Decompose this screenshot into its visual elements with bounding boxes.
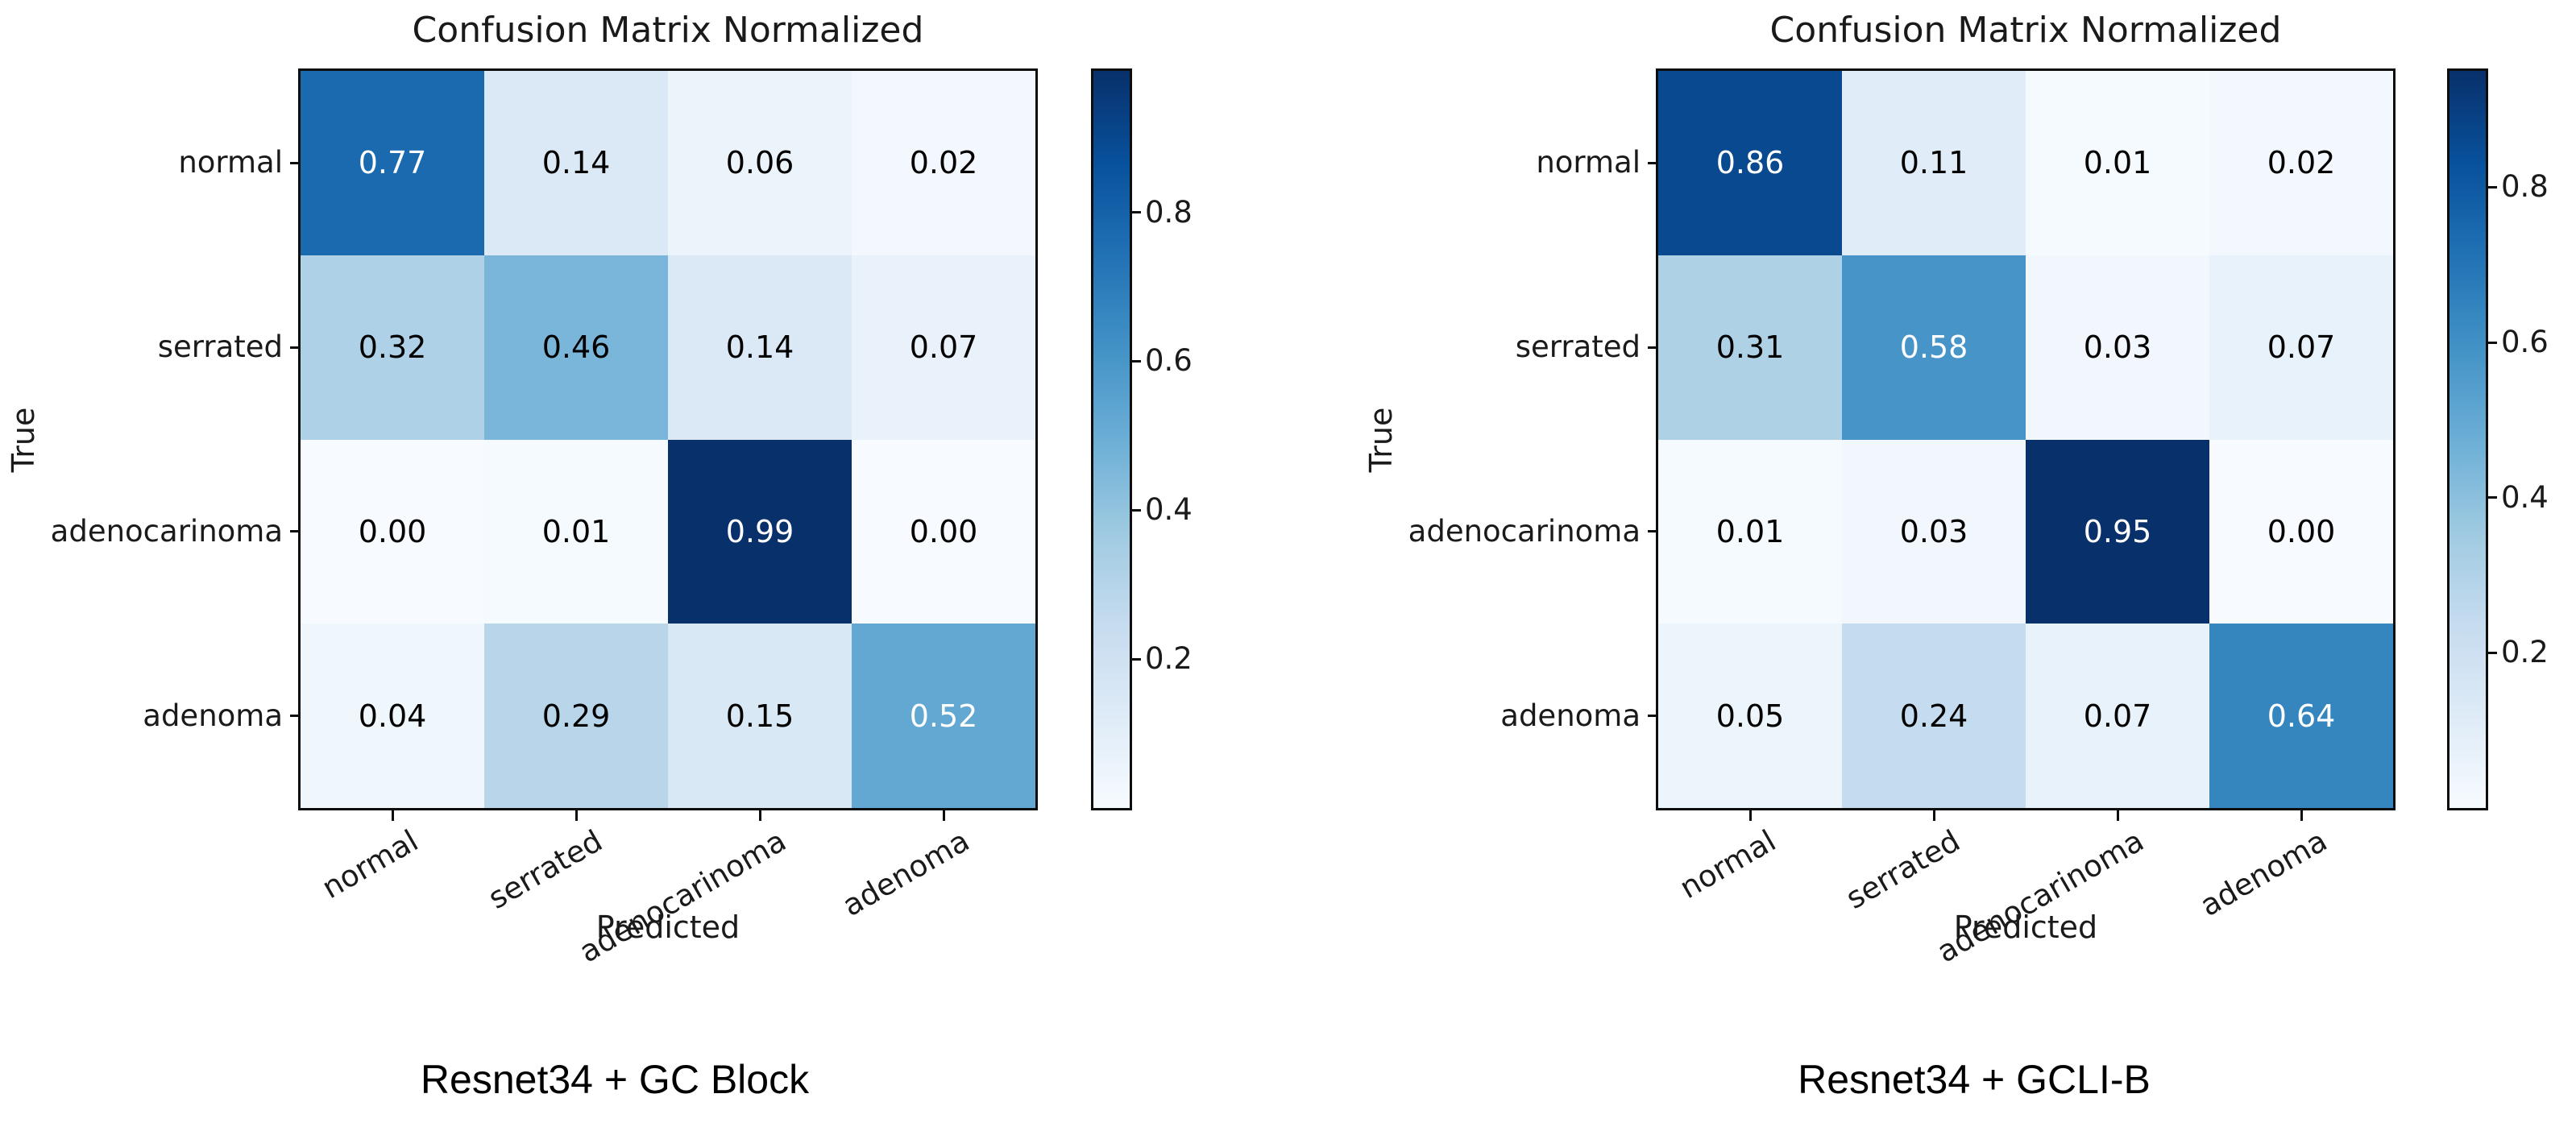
matrix-cell: 0.04	[301, 624, 484, 808]
x-axis-label: Predicted	[595, 909, 740, 945]
y-tick-label: adenocarinoma	[50, 514, 283, 549]
matrix-cell: 0.11	[1842, 71, 2026, 255]
y-tick-label: adenoma	[1500, 698, 1641, 733]
matrix-cell: 0.00	[301, 439, 484, 624]
colorbar-tick-label: 0.8	[1145, 195, 1193, 230]
colorbar-tick	[2488, 652, 2497, 654]
matrix-cell: 0.29	[484, 624, 668, 808]
matrix-cell: 0.95	[2026, 439, 2209, 624]
figure-caption: Resnet34 + GCLI-B	[1798, 1057, 2151, 1102]
colorbar-gradient	[1091, 68, 1132, 810]
matrix-cell: 0.32	[301, 255, 484, 440]
colorbar-tick	[2488, 496, 2497, 499]
y-tick-label: serrated	[157, 329, 283, 364]
matrix-cell: 0.77	[301, 71, 484, 255]
x-tick-label: serrated	[1840, 823, 1966, 916]
matrix-cell: 0.02	[2209, 71, 2393, 255]
x-axis-tick	[575, 810, 578, 821]
matrix-cell: 0.01	[1658, 439, 1842, 624]
y-tick-label: serrated	[1515, 329, 1641, 364]
matrix-cell: 0.05	[1658, 624, 1842, 808]
matrix-cell: 0.86	[1658, 71, 1842, 255]
colorbar-gradient	[2447, 68, 2488, 810]
y-tick-label: adenoma	[143, 698, 283, 733]
y-axis-tick	[1648, 530, 1658, 532]
x-axis-tick	[943, 810, 945, 821]
matrix-cell: 0.07	[2026, 624, 2209, 808]
chart-title: Confusion Matrix Normalized	[412, 10, 924, 51]
y-tick-label: normal	[178, 145, 283, 180]
colorbar-tick	[1132, 211, 1141, 213]
y-axis-tick	[290, 162, 301, 164]
y-axis-label: True	[1363, 407, 1399, 473]
heatmap-grid: 0.77 0.14 0.06 0.02 0.32 0.46 0.14 0.07 0.00 0.01…	[298, 68, 1038, 810]
matrix-cell: 0.00	[852, 439, 1035, 624]
y-axis-tick	[1648, 715, 1658, 717]
y-tick-label: adenocarinoma	[1408, 514, 1641, 549]
x-axis-tick	[2117, 810, 2119, 821]
y-axis-tick	[290, 530, 301, 532]
matrix-cell: 0.58	[1842, 255, 2026, 440]
y-axis-tick	[290, 346, 301, 349]
matrix-cell: 0.99	[668, 439, 852, 624]
colorbar-tick-label: 0.6	[1145, 343, 1193, 378]
colorbar-tick	[2488, 186, 2497, 189]
heatmap-grid: 0.86 0.11 0.01 0.02 0.31 0.58 0.03 0.07 0.01 0.03…	[1656, 68, 2396, 810]
x-axis-tick	[759, 810, 761, 821]
colorbar-tick	[1132, 360, 1141, 363]
matrix-cell: 0.03	[2026, 255, 2209, 440]
matrix-cell: 0.14	[668, 255, 852, 440]
chart-title: Confusion Matrix Normalized	[1769, 10, 2282, 51]
figure-caption: Resnet34 + GC Block	[420, 1057, 810, 1102]
matrix-cell: 0.46	[484, 255, 668, 440]
colorbar-tick-label: 0.4	[2501, 480, 2549, 515]
matrix-cell: 0.01	[484, 439, 668, 624]
x-axis-tick	[1933, 810, 1935, 821]
matrix-cell: 0.14	[484, 71, 668, 255]
colorbar-tick	[2488, 342, 2497, 344]
matrix-cell: 0.52	[852, 624, 1035, 808]
y-axis-tick	[1648, 162, 1658, 164]
colorbar-tick-label: 0.4	[1145, 492, 1193, 527]
colorbar-tick	[1132, 658, 1141, 661]
x-tick-label: adenocarinoma	[1931, 823, 2150, 970]
x-axis-tick	[2300, 810, 2303, 821]
colorbar-tick-label: 0.6	[2501, 325, 2549, 359]
matrix-cell: 0.15	[668, 624, 852, 808]
x-axis-tick	[1749, 810, 1752, 821]
matrix-cell: 0.06	[668, 71, 852, 255]
matrix-cell: 0.31	[1658, 255, 1842, 440]
matrix-cell: 0.07	[2209, 255, 2393, 440]
colorbar-tick-label: 0.8	[2501, 169, 2549, 204]
matrix-cell: 0.01	[2026, 71, 2209, 255]
matrix-cell: 0.03	[1842, 439, 2026, 624]
matrix-cell: 0.64	[2209, 624, 2393, 808]
matrix-cell: 0.00	[2209, 439, 2393, 624]
x-axis-label: Predicted	[1953, 909, 2098, 945]
matrix-cell: 0.07	[852, 255, 1035, 440]
matrix-cell: 0.24	[1842, 624, 2026, 808]
colorbar-tick	[1132, 509, 1141, 512]
colorbar-tick-label: 0.2	[2501, 635, 2549, 669]
matrix-cell: 0.02	[852, 71, 1035, 255]
x-tick-label: normal	[1674, 823, 1782, 906]
x-axis-tick	[392, 810, 394, 821]
colorbar-tick-label: 0.2	[1145, 641, 1193, 676]
y-tick-label: normal	[1536, 145, 1641, 180]
y-axis-tick	[1648, 346, 1658, 349]
y-axis-tick	[290, 715, 301, 717]
